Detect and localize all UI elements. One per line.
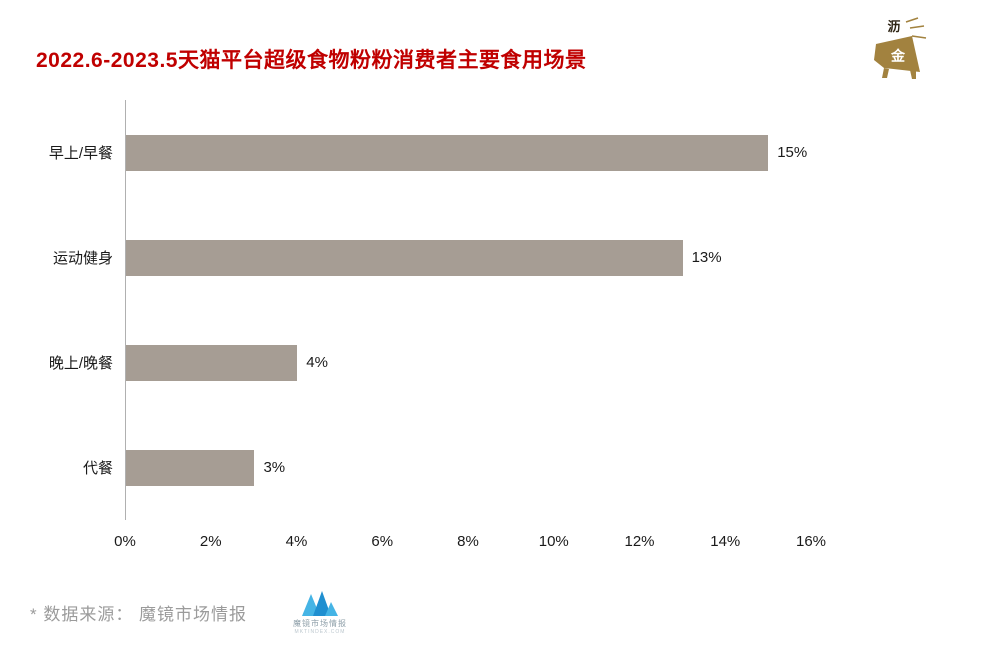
x-tick-label: 10% — [538, 533, 569, 550]
x-tick-label: 2% — [199, 533, 222, 550]
lijin-brand-logo: 沥 金 — [866, 16, 928, 80]
bar — [126, 344, 298, 381]
bar — [126, 449, 255, 486]
moojing-logo-subcaption: MKTINDEX.COM — [294, 629, 346, 635]
value-label: 3% — [263, 459, 286, 476]
bar-row: 晚上/晚餐 4% — [49, 310, 811, 415]
x-tick-label: 4% — [285, 533, 308, 550]
moojing-logo-caption: 魔镜市场情报 — [293, 619, 347, 628]
x-tick-label: 8% — [457, 533, 479, 550]
category-label: 晚上/晚餐 — [48, 355, 113, 372]
data-source-note: * 数据来源： 魔镜市场情报 — [30, 605, 248, 624]
bar — [126, 239, 683, 276]
x-tick-label: 12% — [624, 533, 655, 550]
value-label: 13% — [691, 249, 722, 266]
svg-text:金: 金 — [890, 48, 906, 64]
value-label: 4% — [306, 354, 328, 371]
x-tick-label: 16% — [795, 533, 827, 550]
value-label: 15% — [777, 144, 808, 161]
page-title: 2022.6-2023.5天猫平台超级食物粉粉消费者主要食用场景 — [36, 49, 587, 73]
x-axis: 0% 2% 4% 6% 8% 10% 12% 14% 16% — [114, 533, 826, 555]
bar-row: 早上/早餐 15% — [49, 100, 811, 205]
x-tick-label: 14% — [710, 533, 741, 550]
moojing-logo: 魔镜市场情报 MKTINDEX.COM — [288, 590, 352, 635]
x-tick-label: 0% — [114, 533, 136, 550]
bar-row: 运动健身 13% — [53, 205, 811, 310]
bar — [126, 134, 769, 171]
bar-row: 代餐 3% — [83, 415, 811, 520]
deer-logo-icon: 沥 金 — [874, 17, 927, 79]
svg-text:沥: 沥 — [887, 19, 900, 34]
category-label: 运动健身 — [52, 250, 113, 267]
horizontal-bar-chart: 早上/早餐 15% 运动健身 13% 晚上/晚餐 4% 代餐 3% — [49, 100, 811, 520]
x-tick-label: 6% — [371, 533, 394, 550]
category-label: 代餐 — [82, 460, 113, 477]
moojing-m-icon — [302, 591, 338, 616]
category-label: 早上/早餐 — [48, 145, 113, 162]
